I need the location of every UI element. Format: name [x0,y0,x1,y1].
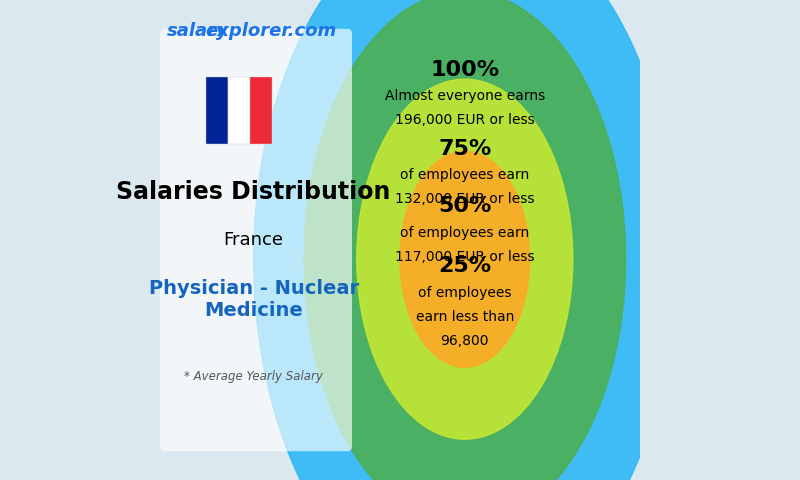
Text: 75%: 75% [438,139,491,159]
Ellipse shape [254,0,676,480]
Bar [206,77,228,144]
Text: of employees earn: of employees earn [400,168,530,182]
Text: 100%: 100% [430,60,499,80]
Text: salary: salary [167,22,229,40]
Text: France: France [224,231,284,249]
Text: Almost everyone earns: Almost everyone earns [385,89,545,103]
Text: explorer.com: explorer.com [206,22,337,40]
Text: 117,000 EUR or less: 117,000 EUR or less [395,250,534,264]
Text: earn less than: earn less than [416,310,514,324]
Text: of employees: of employees [418,286,511,300]
Text: 132,000 EUR or less: 132,000 EUR or less [395,192,534,206]
Text: of employees earn: of employees earn [400,226,530,240]
Bar [228,77,250,144]
Text: 196,000 EUR or less: 196,000 EUR or less [395,113,534,127]
Text: * Average Yearly Salary: * Average Yearly Salary [184,370,323,384]
Ellipse shape [357,79,573,439]
Bar [250,77,272,144]
FancyBboxPatch shape [160,29,352,451]
Text: Salaries Distribution: Salaries Distribution [117,180,390,204]
Text: Physician - Nuclear
Medicine: Physician - Nuclear Medicine [149,279,358,321]
Ellipse shape [400,151,530,367]
Text: 50%: 50% [438,196,491,216]
Text: 25%: 25% [438,256,491,276]
Ellipse shape [304,0,626,480]
Text: 96,800: 96,800 [441,334,489,348]
